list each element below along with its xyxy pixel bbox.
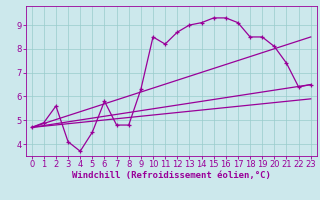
X-axis label: Windchill (Refroidissement éolien,°C): Windchill (Refroidissement éolien,°C)	[72, 171, 271, 180]
